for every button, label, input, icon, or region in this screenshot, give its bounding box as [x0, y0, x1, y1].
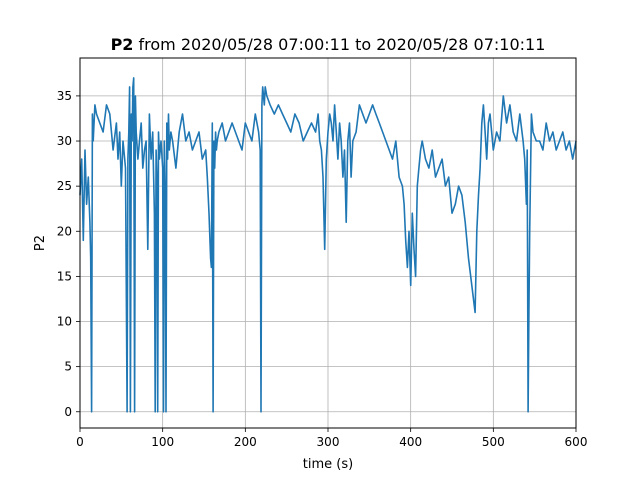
data-series: [79, 77, 577, 413]
x-tick-label: 200: [234, 435, 257, 449]
y-axis: 0 5 10 15 20 25 30 35: [57, 89, 80, 419]
y-tick-label: 5: [64, 360, 72, 374]
x-axis: 0 100 200 300 400 500 600: [76, 428, 587, 449]
y-tick-label: 10: [57, 315, 72, 329]
series-line-p2: [79, 77, 577, 413]
y-tick-label: 30: [57, 134, 72, 148]
chart-title-rest: from 2020/05/28 07:00:11 to 2020/05/28 0…: [133, 35, 545, 54]
x-tick-label: 300: [317, 435, 340, 449]
x-axis-label: time (s): [303, 457, 353, 472]
x-tick-label: 400: [399, 435, 422, 449]
y-tick-label: 0: [64, 405, 72, 419]
x-tick-label: 0: [76, 435, 84, 449]
x-tick-label: 100: [151, 435, 174, 449]
x-tick-label: 600: [565, 435, 588, 449]
x-tick-label: 500: [482, 435, 505, 449]
chart-title-bold: P2: [111, 35, 134, 54]
y-axis-label: P2: [33, 235, 48, 251]
y-tick-label: 15: [57, 269, 72, 283]
y-tick-label: 25: [57, 179, 72, 193]
chart-title: P2 from 2020/05/28 07:00:11 to 2020/05/2…: [111, 35, 546, 54]
y-tick-label: 20: [57, 224, 72, 238]
y-tick-label: 35: [57, 89, 72, 103]
